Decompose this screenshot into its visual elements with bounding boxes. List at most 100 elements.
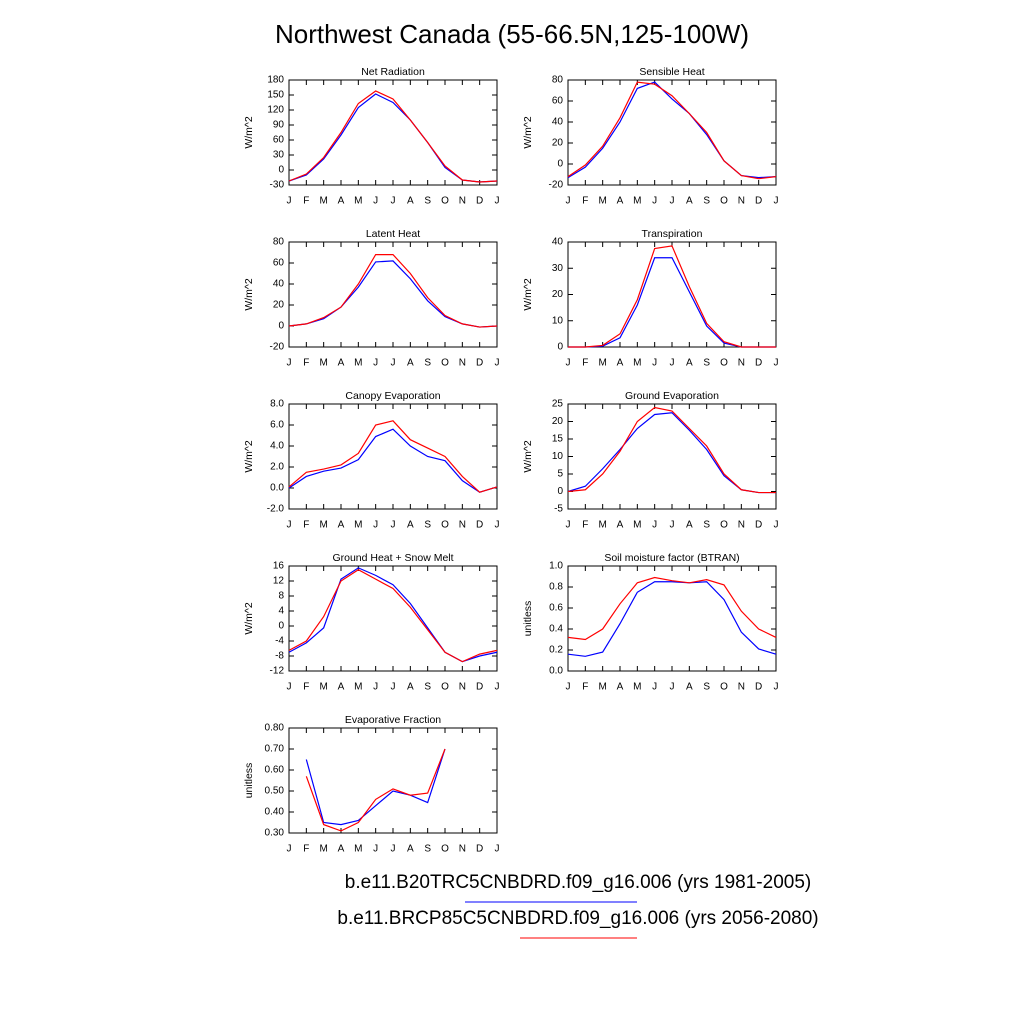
x-tick-label: M	[598, 520, 606, 531]
x-tick-label: D	[755, 682, 762, 693]
panel-title: Latent Heat	[366, 228, 420, 240]
y-tick-label: 0.70	[265, 744, 285, 755]
x-tick-label: A	[686, 358, 693, 369]
x-tick-label: J	[670, 358, 675, 369]
x-tick-label: O	[441, 844, 449, 855]
plot-frame	[288, 565, 498, 672]
x-tick-label: A	[338, 358, 345, 369]
x-tick-label: A	[338, 196, 345, 207]
y-tick-label: 0.6	[549, 603, 563, 614]
y-tick-label: 0.50	[265, 786, 285, 797]
x-tick-label: J	[652, 682, 657, 693]
x-tick-label: F	[582, 358, 588, 369]
x-tick-label: S	[424, 196, 431, 207]
x-tick-label: O	[720, 520, 728, 531]
y-tick-label: 0.80	[265, 723, 285, 734]
x-tick-label: M	[354, 196, 362, 207]
x-tick-label: D	[476, 844, 483, 855]
series-line	[288, 93, 498, 183]
y-tick-label: 60	[273, 258, 285, 269]
x-tick-label: J	[774, 682, 779, 693]
x-tick-label: O	[720, 196, 728, 207]
x-tick-label: F	[582, 520, 588, 531]
y-tick-label: -20	[549, 180, 564, 191]
y-tick-label: 0.4	[549, 624, 563, 635]
y-tick-label: 0.8	[549, 582, 563, 593]
x-tick-label: N	[738, 196, 745, 207]
y-tick-label: 20	[552, 138, 564, 149]
x-tick-label: S	[703, 520, 710, 531]
x-tick-label: M	[598, 358, 606, 369]
x-tick-label: J	[391, 844, 396, 855]
x-tick-label: O	[720, 682, 728, 693]
series-line	[568, 245, 776, 348]
figure-title: Northwest Canada (55-66.5N,125-100W)	[275, 19, 749, 49]
x-tick-label: A	[686, 196, 693, 207]
x-tick-label: J	[391, 520, 396, 531]
y-tick-label: 0.0	[549, 666, 563, 677]
x-tick-label: J	[373, 682, 378, 693]
plot-frame	[288, 241, 498, 348]
x-tick-label: A	[617, 520, 624, 531]
y-tick-label: -30	[270, 180, 285, 191]
y-tick-label: 8.0	[270, 399, 284, 410]
x-tick-label: J	[495, 520, 500, 531]
panel-title: Net Radiation	[361, 66, 425, 78]
x-tick-label: J	[566, 520, 571, 531]
y-tick-label: 180	[267, 75, 284, 86]
y-tick-label: 80	[273, 237, 285, 248]
y-tick-label: 0	[557, 159, 563, 170]
plot-frame	[567, 403, 777, 510]
x-tick-label: J	[287, 844, 292, 855]
x-tick-label: J	[566, 358, 571, 369]
x-tick-label: J	[287, 682, 292, 693]
y-tick-label: 4.0	[270, 441, 284, 452]
x-tick-label: N	[459, 196, 466, 207]
x-tick-label: M	[598, 196, 606, 207]
x-tick-label: A	[617, 358, 624, 369]
x-tick-label: S	[424, 682, 431, 693]
x-tick-label: O	[720, 358, 728, 369]
x-tick-label: D	[476, 358, 483, 369]
x-tick-label: M	[319, 358, 327, 369]
x-tick-label: S	[424, 520, 431, 531]
y-tick-label: 2.0	[270, 462, 284, 473]
y-tick-label: 20	[552, 289, 564, 300]
panel-title: Transpiration	[642, 228, 703, 240]
x-tick-label: A	[686, 520, 693, 531]
x-tick-label: M	[354, 682, 362, 693]
y-axis-label: W/m^2	[522, 116, 534, 149]
y-tick-label: 12	[273, 576, 285, 587]
y-tick-label: 150	[267, 90, 284, 101]
y-tick-label: 20	[273, 300, 285, 311]
x-tick-label: A	[338, 682, 345, 693]
x-tick-label: A	[338, 520, 345, 531]
y-tick-label: 60	[552, 96, 564, 107]
series-line	[288, 254, 498, 328]
x-tick-label: J	[495, 358, 500, 369]
panel-title: Evaporative Fraction	[345, 714, 441, 726]
x-tick-label: N	[738, 682, 745, 693]
x-tick-label: M	[354, 358, 362, 369]
y-tick-label: 4	[278, 606, 284, 617]
x-tick-label: J	[774, 358, 779, 369]
x-tick-label: A	[338, 844, 345, 855]
x-tick-label: J	[566, 682, 571, 693]
x-tick-label: M	[354, 520, 362, 531]
x-tick-label: O	[441, 520, 449, 531]
series-line	[567, 412, 776, 494]
x-tick-label: J	[670, 520, 675, 531]
y-axis-label: W/m^2	[243, 602, 255, 635]
x-tick-label: M	[633, 520, 641, 531]
y-tick-label: 90	[273, 120, 285, 131]
x-tick-label: S	[424, 844, 431, 855]
y-axis-label: W/m^2	[522, 440, 534, 473]
plot-frame	[288, 79, 498, 186]
series-line	[288, 567, 498, 663]
y-tick-label: -4	[275, 636, 284, 647]
y-tick-label: 0.40	[265, 807, 285, 818]
y-tick-label: 0.2	[549, 645, 563, 656]
y-tick-label: 0.30	[265, 828, 285, 839]
y-tick-label: -20	[270, 342, 285, 353]
